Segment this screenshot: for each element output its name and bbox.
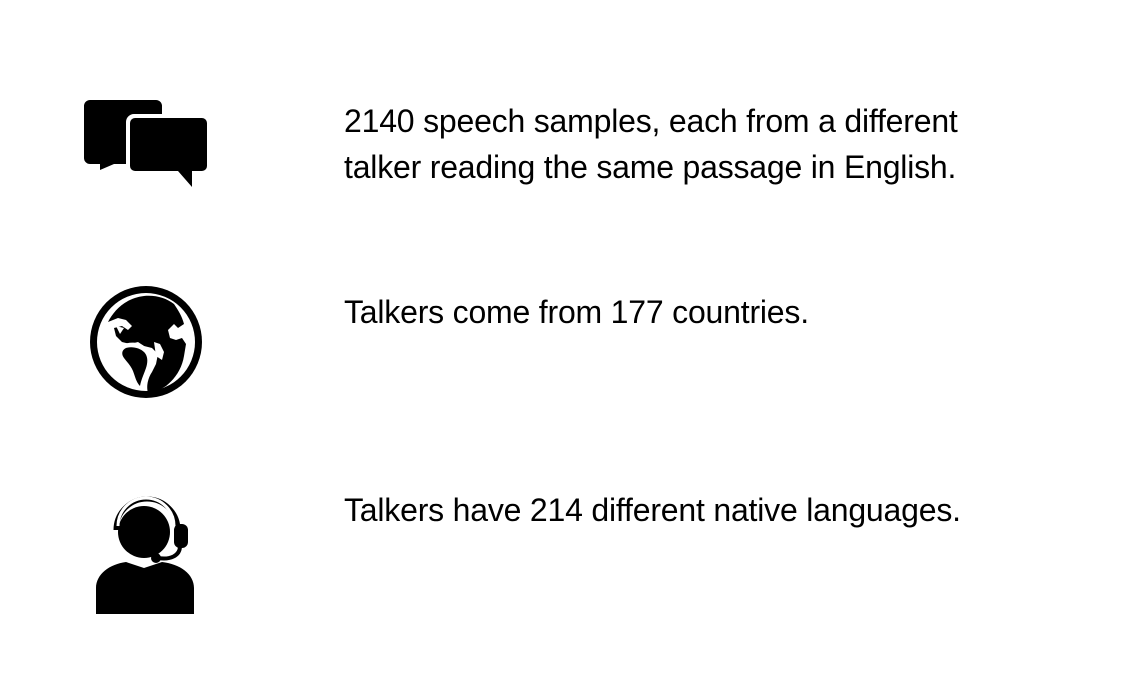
stat-line: Talkers come from 177 countries. [344, 294, 809, 330]
globe-icon [86, 282, 206, 402]
headset-person-icon [96, 496, 200, 616]
stat-text-countries: Talkers come from 177 countries. [344, 289, 809, 335]
stat-line: talker reading the same passage in Engli… [344, 149, 957, 185]
stat-text-speech-samples: 2140 speech samples, each from a differe… [344, 98, 958, 190]
speech-bubbles-icon [84, 100, 210, 190]
stat-line: Talkers have 214 different native langua… [344, 492, 961, 528]
stat-line: 2140 speech samples, each from a differe… [344, 103, 958, 139]
stat-text-languages: Talkers have 214 different native langua… [344, 487, 961, 533]
